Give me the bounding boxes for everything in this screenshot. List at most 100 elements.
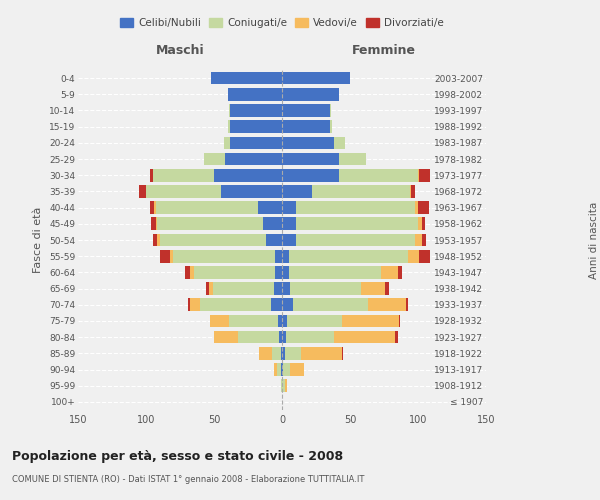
Bar — [415, 202, 418, 214]
Bar — [155, 218, 157, 230]
Bar — [282, 169, 339, 181]
Bar — [290, 363, 304, 376]
Bar — [281, 380, 282, 392]
Bar — [146, 185, 221, 198]
Bar — [296, 218, 418, 230]
Bar — [282, 152, 339, 166]
Bar — [282, 185, 312, 198]
Bar — [209, 282, 212, 295]
Bar — [257, 202, 282, 214]
Bar — [406, 298, 409, 311]
Bar — [274, 282, 282, 295]
Bar — [418, 218, 422, 230]
Bar — [139, 185, 146, 198]
Bar — [339, 152, 367, 166]
Bar — [339, 169, 418, 181]
Bar — [194, 266, 275, 278]
Bar — [211, 72, 282, 85]
Bar — [282, 314, 287, 328]
Bar — [221, 185, 282, 198]
Bar — [342, 314, 399, 328]
Bar — [282, 218, 296, 230]
Bar — [214, 169, 282, 181]
Bar — [282, 380, 285, 392]
Bar — [154, 202, 155, 214]
Bar — [290, 282, 361, 295]
Bar — [275, 266, 282, 278]
Text: Maschi: Maschi — [155, 44, 205, 58]
Bar — [301, 347, 342, 360]
Bar — [190, 298, 200, 311]
Bar — [173, 250, 275, 262]
Bar — [296, 234, 415, 246]
Bar — [229, 314, 278, 328]
Bar — [282, 250, 289, 262]
Bar — [334, 331, 395, 344]
Bar — [214, 331, 238, 344]
Bar — [312, 185, 410, 198]
Bar — [385, 282, 389, 295]
Bar — [289, 250, 409, 262]
Bar — [272, 347, 281, 360]
Bar — [361, 282, 385, 295]
Bar — [289, 266, 381, 278]
Bar — [287, 314, 342, 328]
Bar — [151, 218, 155, 230]
Bar — [342, 347, 343, 360]
Text: Anni di nascita: Anni di nascita — [589, 202, 599, 278]
Bar — [282, 104, 329, 117]
Bar — [419, 169, 430, 181]
Bar — [224, 136, 230, 149]
Bar — [329, 120, 332, 133]
Bar — [282, 266, 289, 278]
Bar — [282, 120, 329, 133]
Bar — [282, 202, 296, 214]
Bar — [205, 152, 225, 166]
Bar — [381, 266, 398, 278]
Bar — [271, 298, 282, 311]
Bar — [230, 104, 282, 117]
Bar — [263, 218, 282, 230]
Bar — [281, 363, 282, 376]
Bar — [155, 202, 257, 214]
Bar — [411, 185, 415, 198]
Bar — [282, 363, 283, 376]
Text: COMUNE DI STIENTA (RO) - Dati ISTAT 1° gennaio 2008 - Elaborazione TUTTITALIA.IT: COMUNE DI STIENTA (RO) - Dati ISTAT 1° g… — [12, 475, 364, 484]
Bar — [170, 250, 173, 262]
Bar — [200, 298, 271, 311]
Bar — [399, 314, 400, 328]
Bar — [282, 347, 285, 360]
Bar — [238, 331, 279, 344]
Bar — [206, 282, 209, 295]
Bar — [279, 331, 282, 344]
Bar — [185, 266, 190, 278]
Legend: Celibi/Nubili, Coniugati/e, Vedovi/e, Divorziati/e: Celibi/Nubili, Coniugati/e, Vedovi/e, Di… — [116, 14, 448, 32]
Bar — [282, 88, 339, 101]
Bar — [296, 202, 415, 214]
Bar — [329, 104, 331, 117]
Bar — [210, 314, 229, 328]
Bar — [334, 136, 344, 149]
Bar — [418, 202, 429, 214]
Bar — [281, 347, 282, 360]
Bar — [419, 250, 430, 262]
Bar — [293, 298, 368, 311]
Bar — [157, 218, 263, 230]
Bar — [275, 250, 282, 262]
Bar — [266, 234, 282, 246]
Bar — [230, 120, 282, 133]
Bar — [368, 298, 406, 311]
Bar — [278, 314, 282, 328]
Bar — [398, 266, 401, 278]
Y-axis label: Fasce di età: Fasce di età — [34, 207, 43, 273]
Bar — [415, 234, 422, 246]
Bar — [227, 120, 230, 133]
Bar — [418, 169, 419, 181]
Bar — [277, 363, 281, 376]
Bar — [160, 234, 266, 246]
Bar — [395, 331, 398, 344]
Bar — [259, 347, 272, 360]
Bar — [153, 169, 214, 181]
Bar — [190, 266, 194, 278]
Bar — [422, 234, 426, 246]
